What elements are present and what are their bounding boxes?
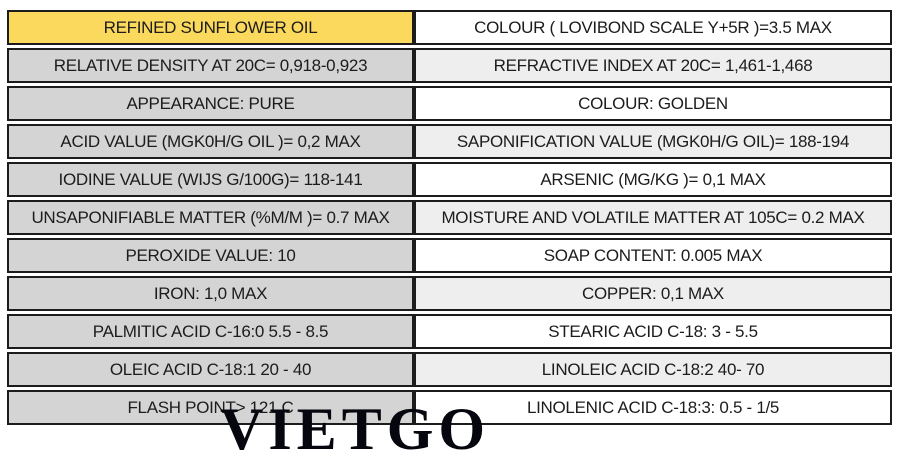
spec-cell-right: COPPER: 0,1 MAX [414,276,892,311]
vietgo-watermark: VIETGO [220,396,491,462]
spec-cell-left: PEROXIDE VALUE: 10 [7,238,414,273]
spec-cell-right: ARSENIC (MG/KG )= 0,1 MAX [414,162,892,197]
spec-cell-right: STEARIC ACID C-18: 3 - 5.5 [414,314,892,349]
spec-cell-title: REFINED SUNFLOWER OIL [7,10,414,45]
spec-cell-value: COLOUR ( LOVIBOND SCALE Y+5R )=3.5 MAX [414,10,892,45]
table-row: OLEIC ACID C-18:1 20 - 40 LINOLEIC ACID … [7,352,892,387]
spec-cell-right: SAPONIFICATION VALUE (MGK0H/G OIL)= 188-… [414,124,892,159]
table-row: APPEARANCE: PURE COLOUR: GOLDEN [7,86,892,121]
spec-cell-left: UNSAPONIFIABLE MATTER (%M/M )= 0.7 MAX [7,200,414,235]
spec-cell-left: IRON: 1,0 MAX [7,276,414,311]
spec-cell-left: APPEARANCE: PURE [7,86,414,121]
spec-cell-right: MOISTURE AND VOLATILE MATTER AT 105C= 0.… [414,200,892,235]
table-row: UNSAPONIFIABLE MATTER (%M/M )= 0.7 MAX M… [7,200,892,235]
spec-cell-right: LINOLEIC ACID C-18:2 40- 70 [414,352,892,387]
spec-cell-left: IODINE VALUE (WIJS G/100G)= 118-141 [7,162,414,197]
table-row: IODINE VALUE (WIJS G/100G)= 118-141 ARSE… [7,162,892,197]
spec-cell-right: COLOUR: GOLDEN [414,86,892,121]
spec-cell-left: RELATIVE DENSITY AT 20C= 0,918-0,923 [7,48,414,83]
spec-cell-right: LINOLENIC ACID C-18:3: 0.5 - 1/5 [414,390,892,425]
table-row: FLASH POINT> 121 C LINOLENIC ACID C-18:3… [7,390,892,425]
table-row: ACID VALUE (MGK0H/G OIL )= 0,2 MAX SAPON… [7,124,892,159]
table-row: IRON: 1,0 MAX COPPER: 0,1 MAX [7,276,892,311]
spec-cell-left: OLEIC ACID C-18:1 20 - 40 [7,352,414,387]
spec-cell-right: SOAP CONTENT: 0.005 MAX [414,238,892,273]
spec-cell-right: REFRACTIVE INDEX AT 20C= 1,461-1,468 [414,48,892,83]
table-row: PEROXIDE VALUE: 10 SOAP CONTENT: 0.005 M… [7,238,892,273]
spec-cell-left: FLASH POINT> 121 C [7,390,414,425]
table-row: RELATIVE DENSITY AT 20C= 0,918-0,923 REF… [7,48,892,83]
spec-table: REFINED SUNFLOWER OIL COLOUR ( LOVIBOND … [7,10,892,425]
spec-cell-left: ACID VALUE (MGK0H/G OIL )= 0,2 MAX [7,124,414,159]
table-row: PALMITIC ACID C-16:0 5.5 - 8.5 STEARIC A… [7,314,892,349]
spec-cell-left: PALMITIC ACID C-16:0 5.5 - 8.5 [7,314,414,349]
table-row: REFINED SUNFLOWER OIL COLOUR ( LOVIBOND … [7,10,892,45]
